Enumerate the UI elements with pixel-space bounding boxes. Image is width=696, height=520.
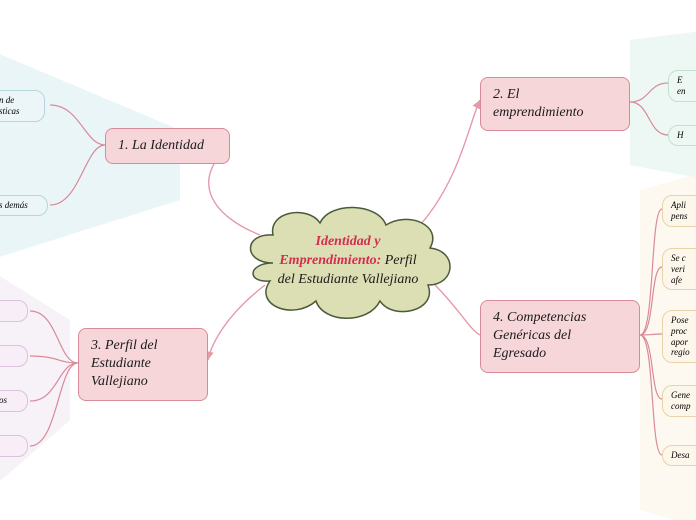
subnode-b3-2[interactable]: os bbox=[0, 390, 28, 412]
subnode-b4-3[interactable]: Gene comp bbox=[662, 385, 696, 417]
branch-b1[interactable]: 1. La Identidad bbox=[105, 128, 230, 164]
subnode-b2-0[interactable]: E en bbox=[668, 70, 696, 102]
mindmap-canvas: Identidad y Emprendimiento: Perfil del E… bbox=[0, 0, 696, 520]
subnode-b2-1[interactable]: H bbox=[668, 125, 696, 146]
subnode-b4-2[interactable]: Pose proc apor regio bbox=[662, 310, 696, 363]
central-title: Identidad y Emprendimiento: Perfil del E… bbox=[263, 233, 433, 290]
subnode-b3-3[interactable] bbox=[0, 435, 28, 457]
subnode-b3-1[interactable] bbox=[0, 345, 28, 367]
subnode-b4-1[interactable]: Se c veri afe bbox=[662, 248, 696, 290]
subnode-b4-0[interactable]: Apli pens bbox=[662, 195, 696, 227]
subnode-b4-4[interactable]: Desa bbox=[662, 445, 696, 466]
bg-wash-b2 bbox=[630, 30, 696, 180]
bracket-b1 bbox=[50, 105, 105, 205]
central-node[interactable]: Identidad y Emprendimiento: Perfil del E… bbox=[238, 193, 458, 328]
branch-b3[interactable]: 3. Perfil del Estudiante Vallejiano bbox=[78, 328, 208, 401]
bracket-b4 bbox=[640, 209, 662, 455]
branch-b2[interactable]: 2. El emprendimiento bbox=[480, 77, 630, 131]
title-line2a: Emprendimiento: bbox=[279, 253, 381, 268]
branch-b4[interactable]: 4. Competencias Genéricas del Egresado bbox=[480, 300, 640, 373]
subnode-b3-0[interactable] bbox=[0, 300, 28, 322]
bracket-b3 bbox=[30, 311, 78, 446]
title-line3: del Estudiante Vallejiano bbox=[278, 272, 419, 287]
title-line2b: Perfil bbox=[381, 253, 416, 268]
bracket-b2 bbox=[630, 83, 668, 135]
title-line1: Identidad y bbox=[316, 234, 381, 249]
subnode-b1-0[interactable]: n de sticas bbox=[0, 90, 45, 122]
subnode-b1-1[interactable]: s demás bbox=[0, 195, 48, 216]
